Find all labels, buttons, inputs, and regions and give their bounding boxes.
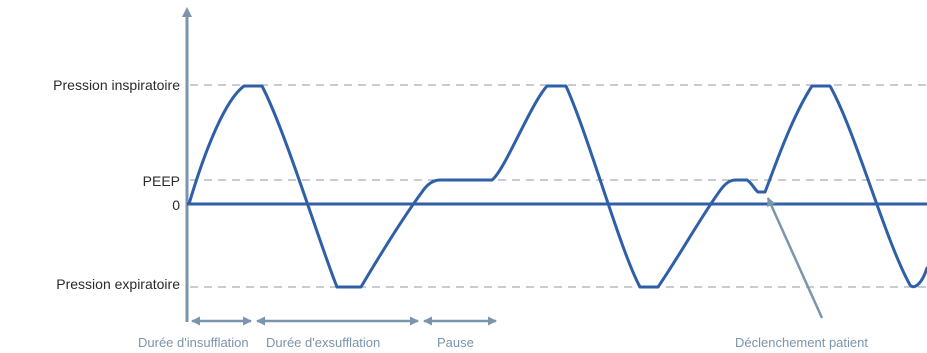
pressure-waveform	[189, 86, 927, 287]
pause-label: Pause	[437, 335, 474, 350]
expiratory-pressure-label: Pression expiratoire	[56, 276, 180, 292]
exsufflation-duration-label: Durée d'exsufflation	[266, 335, 380, 350]
insufflation-duration-label: Durée d'insufflation	[138, 335, 249, 350]
zero-label: 0	[172, 197, 180, 213]
inspiratory-pressure-label: Pression inspiratoire	[53, 77, 180, 93]
peep-label: PEEP	[143, 173, 180, 189]
patient-trigger-pointer	[768, 198, 822, 318]
patient-trigger-label: Déclenchement patient	[735, 335, 868, 350]
